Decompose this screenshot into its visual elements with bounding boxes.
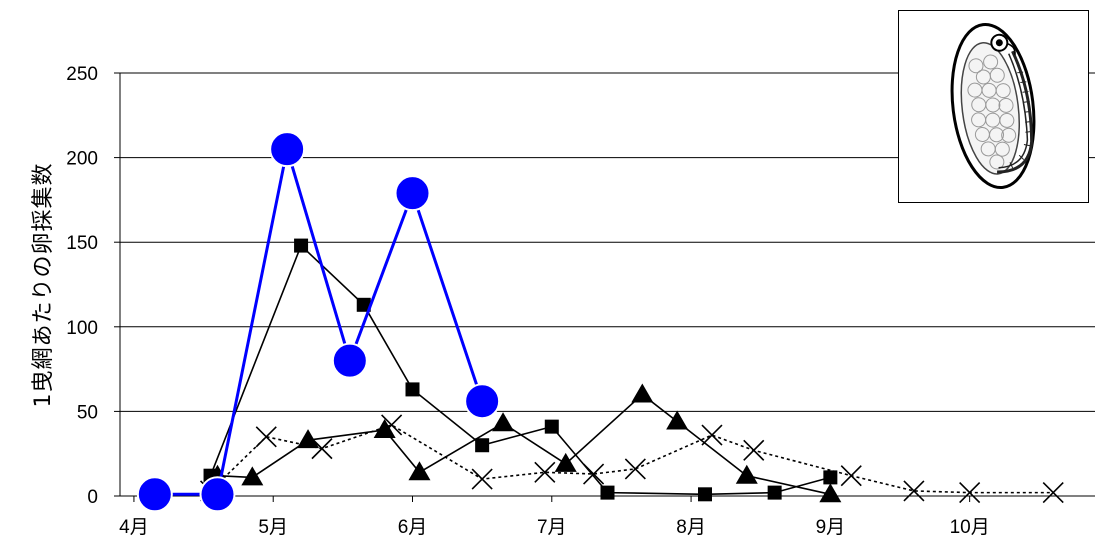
x-tick-label: 7月 (537, 517, 567, 538)
y-axis-label: 1曳網あたりの卵採集数 (31, 163, 56, 408)
data-point-cross (959, 482, 981, 504)
series-group (136, 131, 1064, 513)
x-tick-labels: 4月 5月 6月 7月 8月 9月 10月 (119, 517, 990, 538)
data-point-square (475, 438, 490, 453)
series-cross (199, 414, 1064, 504)
data-point-triangle (819, 483, 842, 503)
data-point-cross (471, 468, 493, 490)
series-triangle (206, 383, 842, 503)
data-point-cross (701, 424, 723, 446)
x-tick-label: 10月 (950, 517, 990, 538)
y-tick-label: 250 (66, 64, 98, 85)
series-line-circle (154, 148, 484, 496)
data-point-square (294, 238, 309, 253)
data-point-square (405, 382, 420, 397)
data-point-square (767, 485, 782, 500)
data-point-square (544, 419, 559, 434)
data-point-circle (269, 131, 306, 168)
data-point-triangle (297, 429, 320, 449)
data-point-cross (624, 458, 646, 480)
data-point-circle (331, 342, 368, 379)
data-point-triangle (666, 410, 689, 430)
y-tick-label: 0 (87, 487, 98, 508)
data-point-triangle (554, 452, 577, 472)
data-point-cross (1042, 482, 1064, 504)
data-point-circle (394, 175, 431, 212)
x-tick-label: 8月 (676, 517, 706, 538)
x-tick-label: 9月 (816, 517, 846, 538)
y-tick-label: 100 (66, 318, 98, 339)
series-square (203, 238, 838, 502)
y-tick-label: 200 (66, 149, 98, 170)
fish-egg-icon (950, 22, 1036, 190)
data-point-triangle (241, 466, 264, 486)
x-tick-label: 5月 (258, 517, 288, 538)
data-point-cross (743, 439, 765, 461)
data-point-square (698, 487, 712, 502)
data-point-square (600, 485, 615, 500)
data-point-triangle (373, 419, 396, 439)
series-line-square (209, 244, 831, 496)
data-point-cross (840, 465, 862, 487)
y-tick-label: 150 (66, 233, 98, 254)
data-point-cross (903, 480, 925, 502)
y-tick-labels: 0 50 100 150 200 250 (66, 64, 98, 508)
data-point-triangle (492, 412, 515, 432)
data-point-triangle (408, 461, 431, 481)
data-point-square (356, 297, 371, 312)
data-point-circle (464, 383, 501, 420)
x-tick-label: 6月 (398, 517, 428, 538)
data-point-triangle (631, 383, 654, 403)
data-point-circle (199, 476, 236, 513)
data-point-cross (534, 461, 556, 483)
series-circle (136, 131, 501, 513)
series-line-cross (209, 424, 1054, 494)
data-point-triangle (735, 464, 758, 484)
x-tick-label: 4月 (119, 517, 149, 538)
data-point-square (823, 470, 838, 485)
y-tick-label: 50 (77, 402, 98, 423)
data-point-cross (255, 426, 277, 448)
fish-egg-illustration (898, 10, 1089, 203)
data-point-circle (136, 476, 173, 513)
